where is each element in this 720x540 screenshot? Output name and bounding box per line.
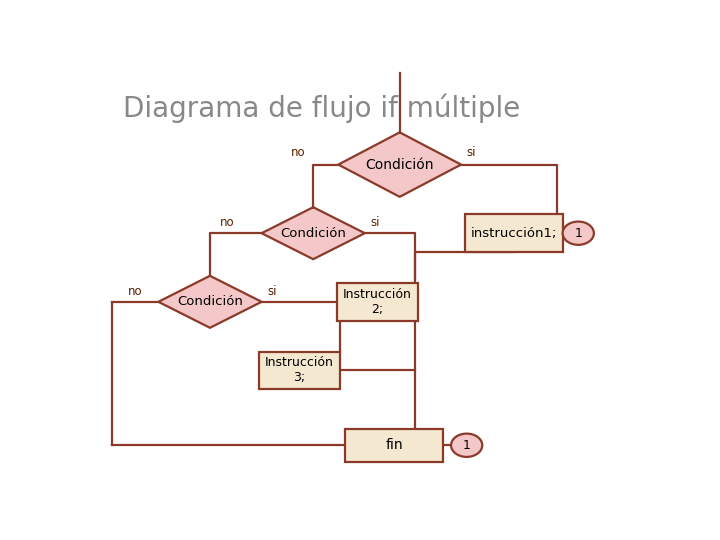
Text: si: si <box>467 146 476 159</box>
FancyBboxPatch shape <box>79 57 660 489</box>
Text: Instrucción
3;: Instrucción 3; <box>265 356 333 384</box>
Text: si: si <box>370 217 380 230</box>
FancyBboxPatch shape <box>465 214 563 252</box>
Text: no: no <box>220 217 235 230</box>
Text: 1: 1 <box>575 227 582 240</box>
Text: Condición: Condición <box>280 227 346 240</box>
Circle shape <box>562 221 594 245</box>
Text: Condición: Condición <box>366 158 434 172</box>
Polygon shape <box>261 207 365 259</box>
Text: Diagrama de flujo if múltiple: Diagrama de flujo if múltiple <box>124 94 521 123</box>
Polygon shape <box>338 132 461 197</box>
FancyBboxPatch shape <box>346 429 443 462</box>
FancyBboxPatch shape <box>258 352 340 389</box>
Text: 1: 1 <box>463 439 471 452</box>
Text: no: no <box>127 285 143 298</box>
Text: si: si <box>267 285 276 298</box>
Text: Instrucción
2;: Instrucción 2; <box>343 288 412 316</box>
Text: no: no <box>291 146 305 159</box>
Text: Condición: Condición <box>177 295 243 308</box>
Text: instrucción1;: instrucción1; <box>471 227 557 240</box>
Circle shape <box>451 434 482 457</box>
Polygon shape <box>158 276 261 328</box>
FancyBboxPatch shape <box>337 283 418 321</box>
Text: fin: fin <box>385 438 403 453</box>
